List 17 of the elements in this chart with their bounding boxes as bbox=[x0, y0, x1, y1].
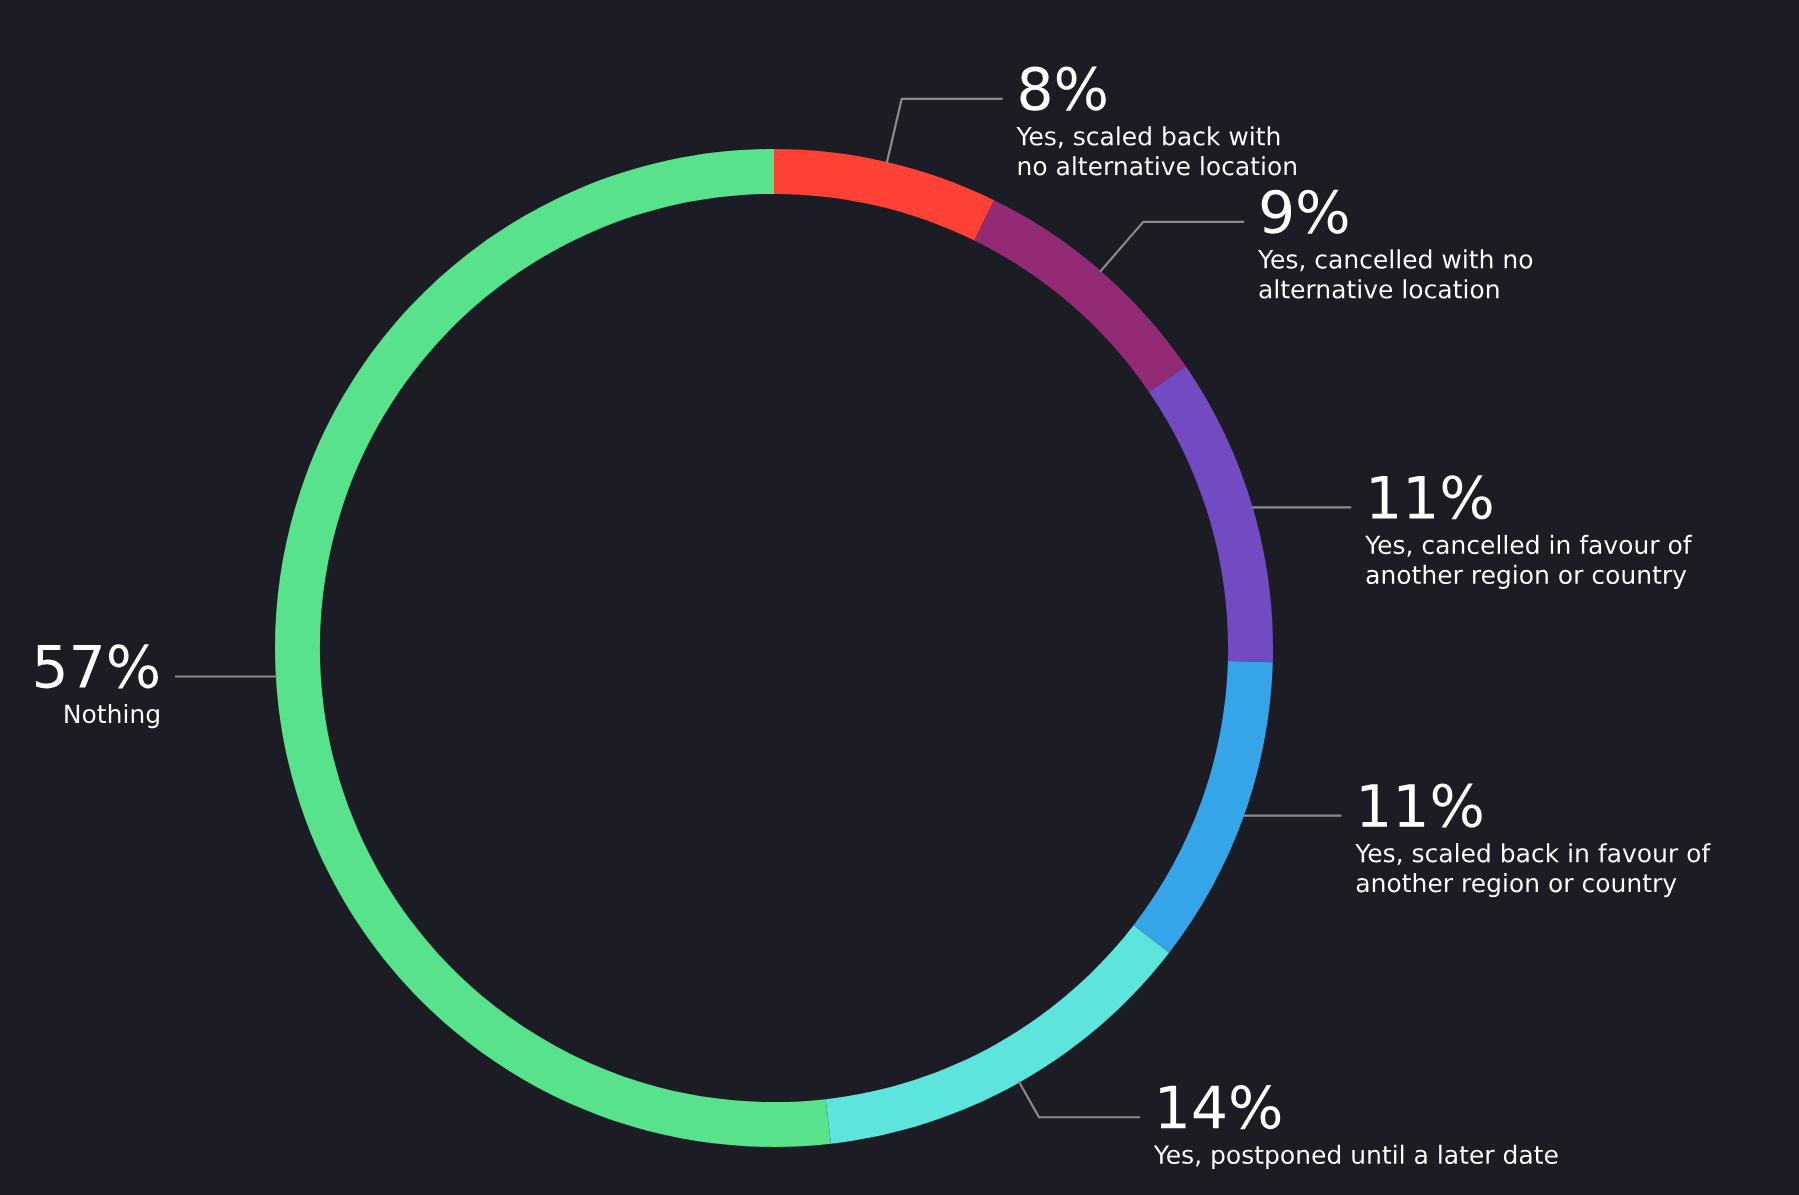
donut-slice bbox=[774, 149, 995, 241]
slice-label: Yes, cancelled with no alternative location bbox=[1257, 249, 1533, 299]
data-label: 9% bbox=[1261, 189, 1348, 234]
slice-label: Yes, scaled back in favour of another region or country bbox=[1355, 843, 1711, 898]
slice-label: Yes, scaled back with no alternative location bbox=[1016, 126, 1296, 176]
data-label: 57% bbox=[35, 644, 158, 689]
donut-slice bbox=[1133, 660, 1273, 953]
data-label: 8% bbox=[1020, 66, 1106, 111]
donut-slice bbox=[1148, 366, 1273, 663]
data-label: 11% bbox=[1371, 475, 1492, 520]
data-label: 11% bbox=[1361, 783, 1482, 828]
donut-slice bbox=[974, 200, 1186, 392]
slice-label: Yes, cancelled in favour of another region or country bbox=[1365, 534, 1693, 589]
slice-label: Nothing bbox=[65, 703, 159, 729]
slice-label: Yes, postponed until a later date bbox=[1153, 1144, 1558, 1169]
donut-slice bbox=[275, 149, 831, 1147]
data-label: 14% bbox=[1160, 1085, 1281, 1130]
